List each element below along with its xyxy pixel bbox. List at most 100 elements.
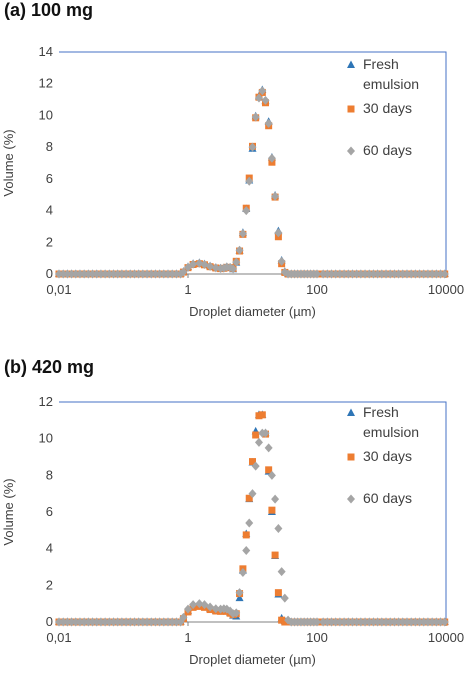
point-60-days-baseline [80, 269, 89, 279]
point-60-days [258, 86, 267, 96]
point-60-days-baseline [373, 617, 382, 627]
legend-label-fresh-emulsion: Fresh [363, 56, 399, 72]
point-60-days-baseline [92, 269, 101, 279]
x-tick-label: 10000 [428, 282, 464, 297]
point-60-days-baseline [340, 269, 349, 279]
point-60-days-baseline [63, 269, 72, 279]
point-60-days [232, 257, 241, 267]
point-60-days-baseline [55, 617, 63, 627]
point-60-days-baseline [407, 269, 416, 279]
point-60-days [254, 93, 263, 103]
point-30-days [252, 431, 260, 439]
point-60-days-baseline [92, 617, 101, 627]
point-60-days-baseline [436, 269, 445, 279]
point-60-days-baseline [419, 269, 428, 279]
point-60-days-baseline [411, 617, 420, 627]
point-60-days-baseline [117, 617, 126, 627]
point-60-days-baseline [134, 269, 143, 279]
legend-label-60-days: 60 days [363, 490, 412, 506]
point-60-days [277, 256, 286, 266]
point-60-days [274, 228, 283, 238]
x-tick-label: 0,01 [46, 282, 71, 297]
legend-marker-60-days [347, 146, 355, 156]
point-60-days [229, 264, 238, 274]
legend-marker-30-days [347, 453, 355, 461]
y-tick-label: 10 [39, 431, 53, 446]
point-60-days-baseline [419, 617, 428, 627]
point-60-days-baseline [361, 269, 370, 279]
point-60-days-baseline [71, 269, 80, 279]
point-60-days-baseline [398, 617, 407, 627]
point-60-days [200, 600, 209, 610]
point-60-days [251, 112, 260, 122]
point-30-days [249, 458, 256, 466]
point-60-days-baseline [122, 617, 131, 627]
point-60-days-baseline [356, 269, 365, 279]
y-tick-label: 6 [46, 504, 53, 519]
legend-marker-fresh-emulsion [347, 408, 355, 416]
point-60-days-baseline [126, 617, 135, 627]
point-60-days-baseline [352, 617, 361, 627]
legend-marker-30-days [347, 105, 355, 113]
point-60-days-baseline [67, 617, 76, 627]
point-60-days-baseline [390, 617, 399, 627]
point-60-days-baseline [59, 617, 68, 627]
chart-a: 0 2 4 6 8 10 12 14 0,01 1 100 10000 Droplet diameter… [1, 44, 464, 319]
y-axis-label: Volume (%) [1, 129, 16, 196]
point-60-days-baseline [101, 269, 110, 279]
point-fresh-emulsion [235, 593, 244, 602]
point-60-days [245, 176, 254, 186]
point-60-days-baseline [382, 269, 391, 279]
point-60-days-baseline [172, 269, 181, 279]
point-60-days-baseline [147, 617, 156, 627]
point-60-days [251, 461, 260, 471]
point-60-days-baseline [117, 269, 126, 279]
point-60-days-baseline [323, 617, 332, 627]
point-30-days [271, 551, 279, 559]
y-tick-label: 14 [39, 44, 53, 59]
x-axis-label: Droplet diameter (µm) [189, 304, 316, 319]
point-60-days-baseline [428, 617, 437, 627]
x-tick-label: 1 [184, 282, 191, 297]
point-60-days-baseline [335, 617, 344, 627]
point-60-days [261, 95, 270, 105]
point-60-days-baseline [67, 269, 76, 279]
point-60-days [245, 518, 254, 528]
point-60-days [206, 602, 215, 612]
point-60-days-baseline [138, 269, 147, 279]
point-60-days-baseline [134, 617, 143, 627]
point-60-days-baseline [151, 617, 160, 627]
y-tick-label: 12 [39, 76, 53, 91]
point-60-days-baseline [402, 269, 411, 279]
point-60-days-baseline [122, 269, 131, 279]
point-60-days-baseline [440, 617, 449, 627]
point-60-days-baseline [151, 269, 160, 279]
x-tick-label: 0,01 [46, 630, 71, 645]
point-60-days-baseline [59, 269, 68, 279]
point-60-days-baseline [101, 617, 110, 627]
point-60-days-baseline [172, 617, 181, 627]
point-60-days-baseline [147, 269, 156, 279]
point-60-days-baseline [361, 617, 370, 627]
point-60-days-baseline [80, 617, 89, 627]
point-60-days [242, 546, 251, 555]
x-axis-label: Droplet diameter (µm) [189, 652, 316, 667]
y-tick-label: 4 [46, 541, 53, 556]
legend-label-60-days: 60 days [363, 142, 412, 158]
point-60-days-baseline [432, 617, 441, 627]
point-60-days-baseline [75, 269, 84, 279]
point-60-days-baseline [168, 269, 177, 279]
point-60-days-baseline [440, 269, 449, 279]
point-60-days-baseline [382, 617, 391, 627]
point-60-days-baseline [96, 269, 105, 279]
point-60-days-baseline [377, 269, 386, 279]
point-60-days [179, 267, 188, 277]
y-tick-label: 0 [46, 614, 53, 629]
point-60-days [261, 428, 270, 438]
y-axis-label: Volume (%) [1, 478, 16, 545]
x-tick-label: 100 [306, 282, 328, 297]
point-60-days-baseline [327, 269, 336, 279]
point-30-days [242, 531, 250, 539]
legend-marker-60-days [347, 494, 355, 504]
point-30-days [245, 494, 253, 502]
